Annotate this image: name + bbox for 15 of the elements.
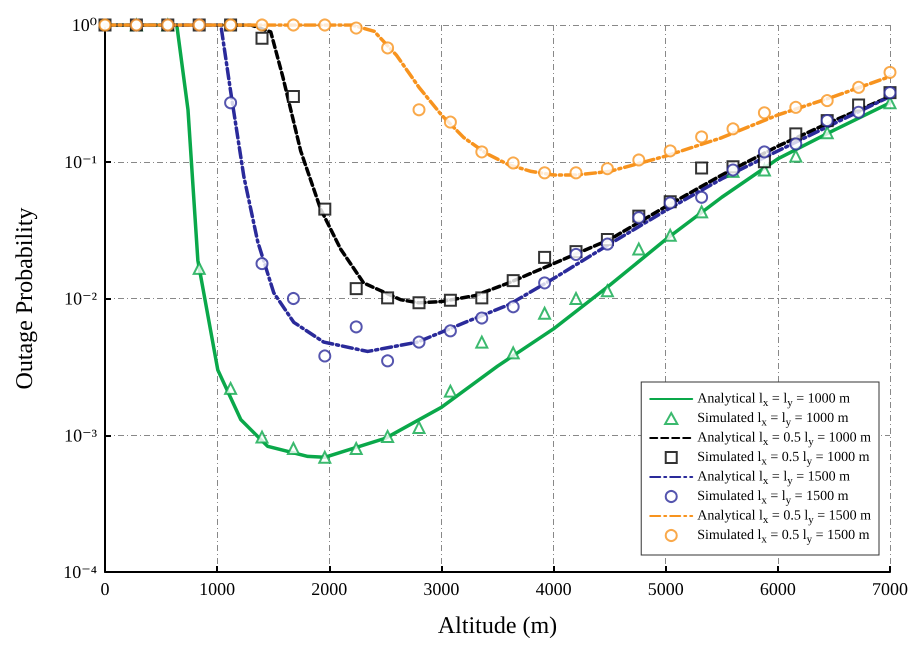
x-tick-label: 0 [100,579,110,599]
x-tick-label: 4000 [536,579,572,599]
y-axis-title: Outage Probability [12,208,38,390]
y-tick-label: 10⁻³ [64,425,98,446]
x-tick-label: 7000 [872,579,908,599]
y-tick-label: 10⁻² [64,288,97,308]
x-tick-label: 5000 [648,579,684,599]
y-tick-label: 10⁰ [72,15,97,35]
x-tick-label: 2000 [311,579,348,599]
x-tick-label: 3000 [423,579,460,599]
y-tick-label: 10⁻¹ [64,152,97,172]
x-tick-label: 1000 [199,579,236,599]
x-axis-title: Altitude (m) [438,613,558,639]
x-tick-label: 6000 [760,579,796,599]
y-tick-label: 10⁻⁴ [63,562,97,582]
